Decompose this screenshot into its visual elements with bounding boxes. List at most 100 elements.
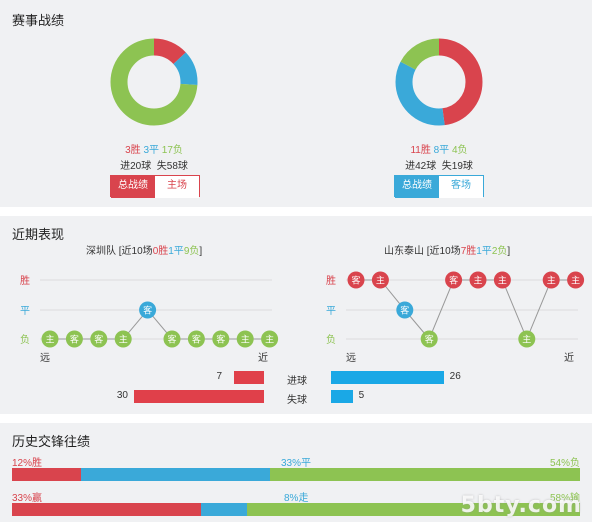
record-title: 赛事战绩 — [12, 13, 65, 28]
h2h-title: 历史交锋往绩 — [12, 434, 91, 449]
h2h-row1-left-label: 12%胜 — [12, 458, 43, 469]
h2h-row2-win-segment — [12, 503, 202, 516]
svg-text:客: 客 — [449, 275, 458, 287]
away-record-summary: 11胜 8平 4负 — [365, 141, 513, 156]
away-match-marker[interactable]: 主 — [469, 271, 487, 289]
home-donut-loss-slice — [110, 38, 198, 126]
home-match-marker[interactable]: 主 — [114, 330, 132, 348]
away-match-marker[interactable]: 客 — [445, 271, 463, 289]
home-conceded-value: 30 — [116, 390, 128, 401]
home-scored-value: 7 — [216, 371, 222, 382]
svg-text:客: 客 — [143, 305, 152, 317]
h2h-row2-left-label: 33%赢 — [12, 493, 43, 504]
away-match-marker[interactable]: 主 — [567, 271, 585, 289]
scored-label: 进球 — [287, 376, 307, 387]
h2h-row1-right-label: 54%负 — [549, 458, 580, 469]
svg-text:主: 主 — [473, 275, 482, 287]
away-axis-loss-label: 负 — [326, 333, 336, 346]
home-draw-count: 3平 — [143, 145, 159, 156]
h2h-row2-loss-segment — [247, 503, 580, 516]
home-record-donut — [110, 38, 198, 126]
recent-panel: 近期表现 深圳队 [近10场0胜1平9负] 山东泰山 [近10场7胜1平2负] … — [0, 216, 592, 414]
home-match-marker[interactable]: 客 — [212, 330, 230, 348]
home-loss-count: 17负 — [161, 145, 183, 156]
h2h-row1-draw-segment — [80, 468, 271, 481]
svg-text:客: 客 — [70, 334, 79, 346]
away-axis-far-label: 远 — [346, 352, 356, 364]
h2h-panel: 历史交锋往绩 12%胜 33%平 54%负 33%赢 8%走 58%输 5bty… — [0, 423, 592, 522]
conceded-label: 失球 — [287, 395, 307, 406]
svg-text:客: 客 — [192, 334, 201, 346]
home-scored-bar — [233, 371, 264, 384]
away-recent-summary: 山东泰山 [近10场7胜1平2负] — [384, 246, 511, 257]
away-record-donut — [395, 38, 483, 126]
h2h-row1-win-segment — [12, 468, 81, 481]
away-conceded-value: 5 — [358, 390, 365, 401]
away-donut-draw-slice — [395, 38, 483, 126]
h2h-row2-draw-segment — [201, 503, 248, 516]
home-recent-chart: 胜平负主客客主客客客客主主远近 — [20, 275, 279, 364]
away-scored-value: 26 — [449, 371, 461, 382]
away-match-marker[interactable]: 客 — [347, 271, 365, 289]
away-form-line — [356, 279, 576, 341]
home-recent-summary: 深圳队 [近10场0胜1平9负] — [86, 246, 203, 257]
home-match-marker[interactable]: 客 — [65, 330, 83, 348]
tab-total-record[interactable]: 总战绩 — [111, 176, 155, 198]
away-win-count: 11胜 — [410, 145, 431, 156]
away-match-marker[interactable]: 主 — [493, 271, 511, 289]
recent-title: 近期表现 — [12, 227, 65, 242]
home-match-marker[interactable]: 客 — [139, 301, 157, 319]
away-draw-count: 8平 — [433, 145, 450, 156]
home-record-tabs: 总战绩 主场 — [110, 175, 200, 198]
home-match-marker[interactable]: 主 — [41, 330, 59, 348]
home-axis-draw-label: 平 — [20, 306, 30, 317]
h2h-row1-bar — [12, 468, 580, 481]
away-match-marker[interactable]: 主 — [371, 271, 389, 289]
home-match-marker[interactable]: 主 — [261, 330, 279, 348]
svg-text:主: 主 — [45, 334, 54, 346]
svg-text:客: 客 — [425, 334, 434, 346]
svg-text:主: 主 — [547, 275, 556, 287]
away-record-tabs: 总战绩 客场 — [394, 175, 484, 198]
away-scored-bar — [331, 371, 444, 384]
away-match-marker[interactable]: 客 — [396, 301, 414, 319]
home-match-marker[interactable]: 客 — [187, 330, 205, 348]
away-match-marker[interactable]: 主 — [542, 271, 560, 289]
home-conceded-bar — [134, 390, 264, 403]
away-match-marker[interactable]: 主 — [518, 330, 536, 348]
tab-total-record-away[interactable]: 总战绩 — [395, 176, 439, 198]
away-conceded-bar — [331, 390, 353, 403]
svg-text:客: 客 — [94, 334, 103, 346]
home-axis-loss-label: 负 — [20, 333, 30, 346]
h2h-row1-mid-label: 33%平 — [281, 458, 312, 469]
away-recent-chart: 胜平负客 主客客客主主主主 主远近 — [326, 271, 585, 364]
away-axis-near-label: 近 — [564, 351, 574, 364]
home-axis-near-label: 近 — [258, 351, 268, 364]
tab-home-venue[interactable]: 主场 — [155, 176, 199, 198]
h2h-row2-bar — [12, 503, 580, 516]
h2h-row2-right-label: 58%输 — [549, 493, 580, 504]
record-panel: 赛事战绩 3胜 3平 17负 进20球 失58球 总战绩 主场 11胜 8平 4… — [0, 0, 592, 207]
home-axis-win-label: 胜 — [20, 275, 30, 287]
home-donut-draw-slice — [110, 38, 198, 126]
home-form-line — [50, 309, 270, 340]
home-match-marker[interactable]: 客 — [90, 330, 108, 348]
home-match-marker[interactable]: 主 — [236, 330, 254, 348]
home-axis-far-label: 远 — [40, 352, 50, 364]
svg-text:客: 客 — [351, 275, 360, 287]
tab-away-venue[interactable]: 客场 — [439, 176, 483, 198]
away-donut-loss-slice — [395, 38, 483, 126]
svg-text:主: 主 — [265, 334, 274, 346]
svg-text:主: 主 — [376, 275, 385, 287]
svg-text:客: 客 — [167, 334, 176, 346]
watermark-logo: 5bty.com — [460, 493, 582, 518]
away-loss-count: 4负 — [451, 145, 468, 156]
home-goals-summary: 进20球 失58球 — [120, 161, 188, 172]
svg-text:主: 主 — [498, 275, 507, 287]
h2h-row1-loss-segment — [270, 468, 580, 481]
away-match-marker[interactable]: 客 — [420, 330, 438, 348]
home-win-count: 3胜 — [125, 145, 141, 156]
home-match-marker[interactable]: 客 — [163, 330, 181, 348]
svg-text:主: 主 — [241, 334, 250, 346]
svg-text:客: 客 — [400, 305, 409, 317]
